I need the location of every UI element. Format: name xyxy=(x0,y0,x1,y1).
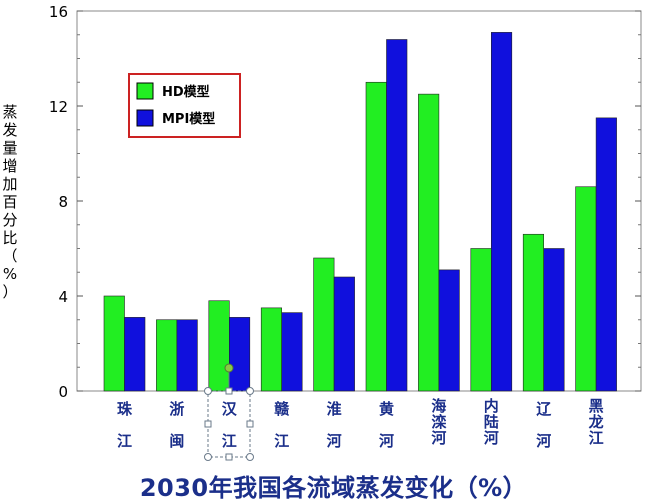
resize-handle-left[interactable] xyxy=(204,420,212,428)
x-category-label: 河 xyxy=(379,432,394,450)
bar-mpi-2 xyxy=(229,317,251,392)
bar-mpi-0 xyxy=(124,317,146,392)
resize-handle-bottom-right[interactable] xyxy=(246,453,254,461)
x-category-label: 闽 xyxy=(169,432,184,450)
x-category-label: 江 xyxy=(222,432,237,450)
y-axis-label-char: （ xyxy=(2,247,18,265)
x-category-label: 江 xyxy=(589,429,604,447)
y-axis-label-char: 增 xyxy=(2,157,18,175)
legend-label-mpi: MPI模型 xyxy=(162,111,215,127)
bar-hd-5 xyxy=(365,81,387,392)
bar-mpi-9 xyxy=(595,117,617,392)
y-tick-label: 4 xyxy=(58,288,68,306)
y-axis-label: 蒸发量增加百分比（%） xyxy=(0,103,20,301)
y-axis-label-char: % xyxy=(2,265,18,283)
bar-hd-4 xyxy=(313,257,335,392)
y-axis-label-char: 百 xyxy=(2,193,18,211)
bar-mpi-6 xyxy=(438,269,460,392)
rotate-handle[interactable] xyxy=(224,363,234,373)
y-axis-label-char: 比 xyxy=(2,229,18,247)
legend: HD模型 MPI模型 xyxy=(128,73,241,138)
y-axis-label-char: 分 xyxy=(2,211,18,229)
y-axis-label-char: 量 xyxy=(2,139,18,157)
x-category-label: 陆 xyxy=(484,413,499,431)
resize-handle-top[interactable] xyxy=(225,387,233,395)
resize-handle-bottom-left[interactable] xyxy=(204,453,212,461)
legend-swatch-hd xyxy=(136,82,154,100)
selection-handles[interactable] xyxy=(204,363,254,461)
y-axis-label-char: 加 xyxy=(2,175,18,193)
bar-mpi-4 xyxy=(333,276,355,392)
x-category-label: 黄 xyxy=(379,400,394,418)
legend-swatch-mpi xyxy=(136,109,154,127)
x-category-label: 内 xyxy=(484,397,499,415)
x-category-label: 滦 xyxy=(431,413,447,431)
resize-handle-top-right[interactable] xyxy=(246,387,254,395)
x-category-label: 江 xyxy=(117,432,132,450)
x-category-label: 河 xyxy=(327,432,342,450)
bar-hd-0 xyxy=(103,295,125,392)
x-category-label: 河 xyxy=(431,429,446,447)
x-category-label: 淮 xyxy=(327,400,342,418)
x-category-label: 河 xyxy=(484,429,499,447)
y-axis-label-char: 发 xyxy=(2,121,18,139)
x-category-label: 江 xyxy=(274,432,289,450)
y-tick-label: 12 xyxy=(49,98,68,116)
bar-hd-7 xyxy=(470,248,492,392)
bar-hd-1 xyxy=(156,319,178,392)
y-tick-label: 16 xyxy=(49,3,68,21)
resize-handle-bottom[interactable] xyxy=(225,453,233,461)
x-category-label: 龙 xyxy=(588,413,604,431)
bar-hd-8 xyxy=(522,233,545,392)
x-category-label: 浙 xyxy=(169,400,184,418)
bar-mpi-3 xyxy=(281,312,303,392)
bar-mpi-7 xyxy=(490,32,513,392)
x-category-label: 海 xyxy=(431,397,446,415)
x-category-label: 汉 xyxy=(222,400,238,418)
bar-hd-9 xyxy=(575,186,597,392)
y-axis-label-char: ） xyxy=(2,283,18,301)
y-tick-label: 8 xyxy=(58,193,68,211)
resize-handle-right[interactable] xyxy=(246,420,254,428)
x-category-label: 珠 xyxy=(117,400,133,418)
bar-hd-2 xyxy=(208,300,230,392)
y-tick-label: 0 xyxy=(58,383,68,401)
bar-hd-6 xyxy=(418,93,440,392)
bar-mpi-1 xyxy=(176,319,198,392)
chart-title: 2030年我国各流域蒸发变化（%） xyxy=(139,474,528,502)
resize-handle-top-left[interactable] xyxy=(204,387,212,395)
bar-hd-3 xyxy=(260,307,283,392)
bar-mpi-8 xyxy=(543,248,565,392)
x-category-label: 河 xyxy=(536,432,551,450)
bar-mpi-5 xyxy=(386,39,408,392)
y-axis-label-char: 蒸 xyxy=(2,103,18,121)
x-category-label: 赣 xyxy=(274,400,290,418)
legend-label-hd: HD模型 xyxy=(162,84,210,100)
x-category-label: 黑 xyxy=(589,397,604,415)
x-category-label: 辽 xyxy=(536,400,551,418)
